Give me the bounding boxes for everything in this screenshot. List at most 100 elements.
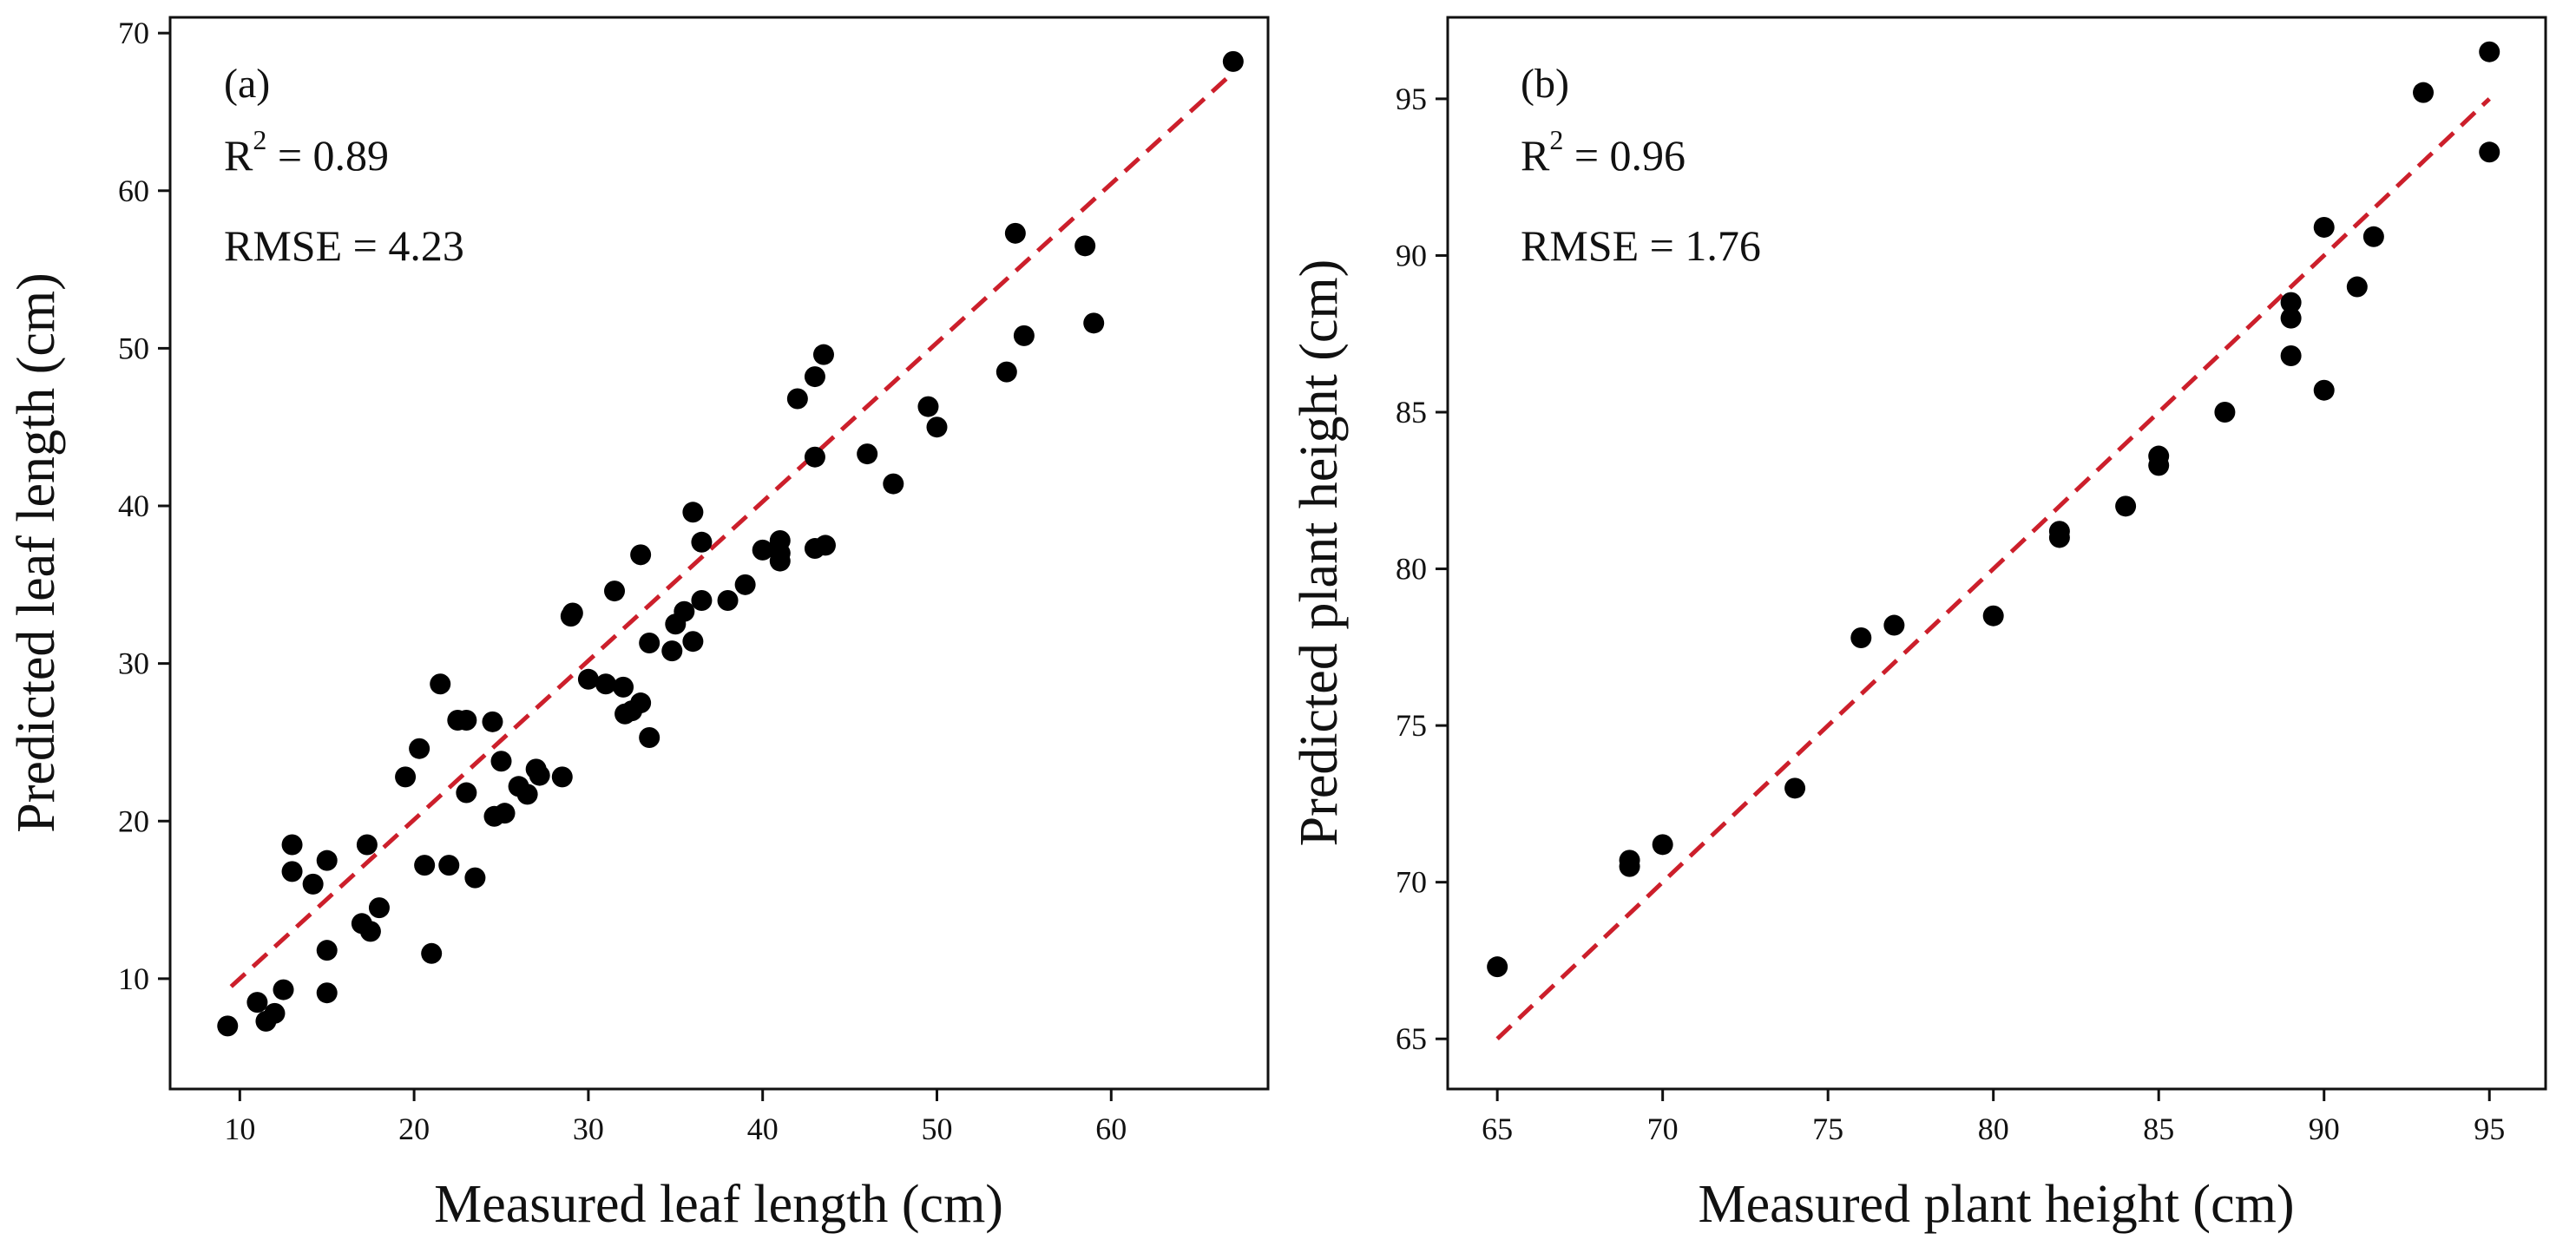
panel-a-rmse: RMSE = 4.23	[224, 221, 464, 270]
panel-b-data-point	[2280, 307, 2302, 329]
panel-a-data-point	[613, 676, 634, 698]
panel-b-rmse: RMSE = 1.76	[1521, 221, 1761, 270]
panel-a-data-point	[639, 633, 660, 654]
panel-a-data-point	[691, 589, 713, 611]
panel-b-x-tick-label-90: 90	[2309, 1112, 2340, 1146]
panel-b-data-point	[2214, 402, 2236, 423]
panel-a-y-axis-label: Predicted leaf length (cm)	[7, 272, 66, 833]
panel-b-data-point	[2148, 445, 2170, 467]
panel-a-y-tick-label-10: 10	[118, 961, 149, 996]
panel-a-data-point	[812, 344, 834, 365]
panel-b-y-tick-label-85: 85	[1396, 395, 1427, 430]
panel-a-data-point	[1083, 312, 1105, 334]
panel-a-data-point	[217, 1015, 239, 1037]
panel-b-data-point	[2280, 345, 2302, 366]
panel-a-data-point	[857, 443, 878, 465]
panel-a-data-point	[302, 873, 324, 895]
panel-a-data-point	[316, 982, 338, 1004]
panel-b: 65 70 75 80 85 90 95 65 70 75 80 85 90 95 (b) R2 = 0…	[1290, 16, 2547, 1234]
panel-a-data-point	[421, 942, 443, 964]
panel-a-data-point	[316, 940, 338, 961]
panel-b-x-tick-label-80: 80	[1978, 1112, 2009, 1146]
panel-b-y-axis-label: Predicted plant height (cm)	[1290, 259, 1349, 847]
panel-a-data-point	[281, 861, 303, 882]
panel-b-data-point	[2115, 495, 2137, 517]
panel-b-data-point	[2362, 226, 2384, 247]
panel-a-fit-line	[229, 70, 1235, 988]
panel-b-x-tick-label-65: 65	[1482, 1112, 1513, 1146]
panel-a-data-point	[273, 979, 294, 1000]
panel-a-data-point	[577, 668, 599, 690]
panel-a-data-point	[917, 396, 939, 417]
panel-a-data-point	[395, 766, 417, 788]
panel-a-data-point	[1222, 50, 1244, 72]
panel-a-data-point	[786, 388, 808, 410]
panel-b-x-tick-label-70: 70	[1647, 1112, 1679, 1146]
panel-a-data-point	[246, 992, 268, 1014]
panel-a-y-tick-label-50: 50	[118, 331, 149, 365]
panel-a-data-point	[804, 446, 825, 468]
panel-a-data-point	[1004, 222, 1026, 244]
panel-a-data-point	[1013, 325, 1035, 346]
panel-a-data-point	[281, 834, 303, 856]
panel-b-data-point	[1784, 777, 1806, 799]
panel-a-data-point	[630, 692, 652, 714]
panel-a-data-point	[430, 673, 451, 695]
panel-a-data-point	[674, 600, 695, 622]
panel-b-x-tick-label-75: 75	[1812, 1112, 1843, 1146]
panel-a-data-point	[456, 710, 477, 731]
panel-a-x-tick-label-50: 50	[921, 1112, 952, 1146]
panel-a-data-point	[456, 782, 477, 804]
panel-b-data-point	[1850, 627, 1872, 648]
panel-a-data-point	[639, 726, 660, 748]
panel-a-data-point	[551, 766, 573, 788]
panel-a-data-point	[1074, 235, 1096, 257]
panel-a-data-point	[595, 673, 616, 695]
panel-b-x-tick-label-95: 95	[2474, 1112, 2505, 1146]
panel-a-data-point	[494, 803, 516, 824]
panel-b-fit-line	[1495, 97, 2491, 1041]
panel-b-y-tick-label-65: 65	[1396, 1021, 1427, 1056]
panel-b-y-tick-label-80: 80	[1396, 552, 1427, 587]
panel-b-data-point	[2479, 141, 2500, 163]
panel-a-y-tick-label-30: 30	[118, 646, 149, 681]
panel-a-data-point	[682, 631, 704, 653]
panel-a-letter: (a)	[224, 61, 270, 107]
panel-a-data-point	[264, 1002, 286, 1024]
panel-b-data-point	[2280, 292, 2302, 313]
panel-b-data-point	[1487, 956, 1508, 978]
panel-a-x-tick-label-10: 10	[224, 1112, 255, 1146]
panel-a-r2: R2 = 0.89	[224, 124, 389, 180]
panel-a-x-tick-label-60: 60	[1095, 1112, 1127, 1146]
panel-b-data-point	[2346, 276, 2368, 298]
panel-a-plot-frame	[168, 16, 1270, 1091]
panel-a-data-point	[769, 529, 791, 551]
panel-a-y-tick-label-20: 20	[118, 804, 149, 838]
panel-a-data-point	[482, 711, 503, 732]
panel-a: 10 20 30 40 50 60 10 20 30 40 50 60 70 (a) R2 = 0.8…	[7, 16, 1270, 1234]
panel-a-y-tick-label-70: 70	[118, 16, 149, 50]
panel-a-x-axis-label: Measured leaf length (cm)	[434, 1175, 1003, 1234]
panel-a-data-point	[604, 581, 626, 602]
panel-a-data-point	[926, 417, 948, 438]
panel-b-data-point	[1883, 614, 1905, 636]
panel-a-y-tick-label-40: 40	[118, 489, 149, 523]
panel-a-data-point	[804, 366, 825, 388]
panel-b-r2: R2 = 0.96	[1521, 124, 1686, 180]
panel-a-data-point	[562, 602, 583, 624]
panel-a-x-tick-label-20: 20	[398, 1112, 430, 1146]
panel-b-y-tick-label-70: 70	[1396, 865, 1427, 900]
panel-a-data-point	[356, 834, 378, 856]
panel-b-x-axis-label: Measured plant height (cm)	[1699, 1175, 2295, 1234]
panel-a-data-point	[717, 589, 739, 611]
panel-a-data-point	[359, 921, 381, 942]
panel-b-data-point	[2479, 41, 2500, 62]
panel-a-data-point	[409, 738, 430, 759]
panel-a-data-point	[996, 361, 1017, 383]
panel-a-data-point	[752, 539, 773, 561]
panel-a-data-point	[630, 544, 652, 566]
panel-a-data-point	[529, 764, 550, 786]
panel-b-data-point	[1619, 850, 1640, 871]
panel-a-x-tick-label-30: 30	[573, 1112, 604, 1146]
